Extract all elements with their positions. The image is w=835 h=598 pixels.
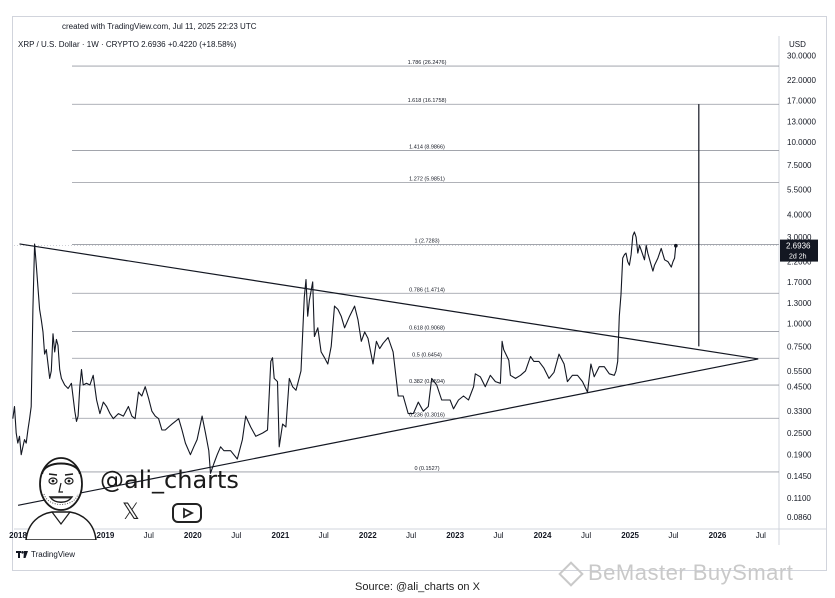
fib-level-label: 0.236 (0.3016) <box>409 412 445 418</box>
y-tick-label: 4.0000 <box>787 210 812 219</box>
fib-level-label: 1.618 (16.1758) <box>408 98 447 104</box>
tradingview-logo-icon <box>16 551 28 558</box>
x-tick-label: 2024 <box>534 531 552 540</box>
fib-level-label: 0.5 (0.6454) <box>412 352 442 358</box>
y-tick-label: 0.1450 <box>787 472 812 481</box>
x-tick-label: 2023 <box>446 531 464 540</box>
x-tick-label: 2021 <box>272 531 290 540</box>
x-logo-icon[interactable]: 𝕏 <box>122 500 140 525</box>
author-handle[interactable]: @ali_charts <box>100 466 239 494</box>
y-tick-label: 30.0000 <box>787 52 816 61</box>
y-tick-label: 0.1100 <box>787 494 811 503</box>
watermark: BeMaster BuySmart <box>558 560 794 587</box>
author-avatar-icon <box>25 457 97 540</box>
y-tick-label: 1.3000 <box>787 299 812 308</box>
source-caption: Source: @ali_charts on X <box>355 581 480 593</box>
fib-level-label: 1 (2.7283) <box>414 239 439 245</box>
x-tick-label: Jul <box>668 531 678 540</box>
x-tick-label: 2019 <box>97 531 115 540</box>
y-tick-label: 13.0000 <box>787 117 816 126</box>
y-tick-label: 2.2000 <box>787 258 812 267</box>
y-tick-label: 1.0000 <box>787 320 812 329</box>
x-tick-label: 2022 <box>359 531 377 540</box>
y-tick-label: 10.0000 <box>787 138 816 147</box>
fib-level-label: 1.786 (26.2476) <box>408 60 447 66</box>
triangle-pattern <box>17 104 759 506</box>
price-badge-value: 2.6936 <box>786 242 811 251</box>
x-tick-label: Jul <box>406 531 416 540</box>
price-badge-countdown: 2d 2h <box>789 254 807 261</box>
fib-level-label: 1.272 (5.9851) <box>409 177 445 183</box>
fibonacci-levels: 1.786 (26.2476) 1.618 (16.1758) 1.414 (8.9… <box>14 60 779 473</box>
grid-layer <box>14 36 827 545</box>
fib-level-label: 0.786 (1.4714) <box>409 287 445 293</box>
fib-level-label: 0 (0.1527) <box>414 466 439 472</box>
price-series <box>12 231 678 474</box>
y-tick-label: 7.5000 <box>787 161 812 170</box>
y-tick-label: 0.2500 <box>787 429 812 438</box>
y-tick-label: 0.7500 <box>787 342 812 351</box>
x-tick-label: Jul <box>319 531 329 540</box>
triangle-upper-trendline <box>19 243 759 360</box>
y-tick-label: 17.0000 <box>787 96 816 105</box>
symbol-legend[interactable]: XRP / U.S. Dollar · 1W · CRYPTO 2.6936 +… <box>18 40 237 49</box>
y-tick-label: 0.4500 <box>787 383 812 392</box>
last-price-dot <box>674 243 678 248</box>
x-tick-label: 2026 <box>709 531 727 540</box>
y-tick-label: 0.1900 <box>787 451 812 460</box>
price-badge-box <box>780 239 818 262</box>
currency-label[interactable]: USD <box>789 40 806 49</box>
tradingview-brand: TradingView <box>31 550 76 559</box>
x-tick-label: Jul <box>231 531 241 540</box>
tradingview-footer[interactable]: TradingView <box>16 550 75 559</box>
fib-level-label: 0.382 (0.4594) <box>409 379 445 385</box>
watermark-text: BeMaster BuySmart <box>588 560 794 585</box>
x-tick-label: 2018 <box>9 531 27 540</box>
x-tick-label: Jul <box>756 531 766 540</box>
y-tick-label: 3.0000 <box>787 233 812 242</box>
x-tick-label: Jul <box>493 531 503 540</box>
price-badge: 2.6936 2d 2h <box>780 239 818 262</box>
fib-level-label: 1.414 (8.9866) <box>409 145 445 151</box>
x-tick-label: 2020 <box>184 531 202 540</box>
price-line <box>12 231 677 474</box>
triangle-lower-trendline <box>17 358 759 506</box>
y-tick-label: 5.5000 <box>787 185 812 194</box>
y-tick-label: 0.5500 <box>787 367 812 376</box>
y-axis: 30.0000 22.0000 17.0000 13.0000 10.0000 7.500… <box>787 52 816 523</box>
y-tick-label: 0.0860 <box>787 513 812 522</box>
y-tick-label: 0.3300 <box>787 407 812 416</box>
x-axis: 2018 Jul 2019 Jul 2020 Jul 2021 Jul 2022 Jul 2023 J… <box>9 531 766 540</box>
x-tick-label: Jul <box>581 531 591 540</box>
y-tick-label: 22.0000 <box>787 76 816 85</box>
x-tick-label: 2025 <box>621 531 639 540</box>
fib-level-label: 0.618 (0.9068) <box>409 325 445 331</box>
created-caption: created with TradingView.com, Jul 11, 20… <box>62 22 257 31</box>
y-tick-label: 1.7000 <box>787 278 812 287</box>
x-tick-label: Jul <box>144 531 154 540</box>
youtube-icon[interactable] <box>172 503 202 523</box>
